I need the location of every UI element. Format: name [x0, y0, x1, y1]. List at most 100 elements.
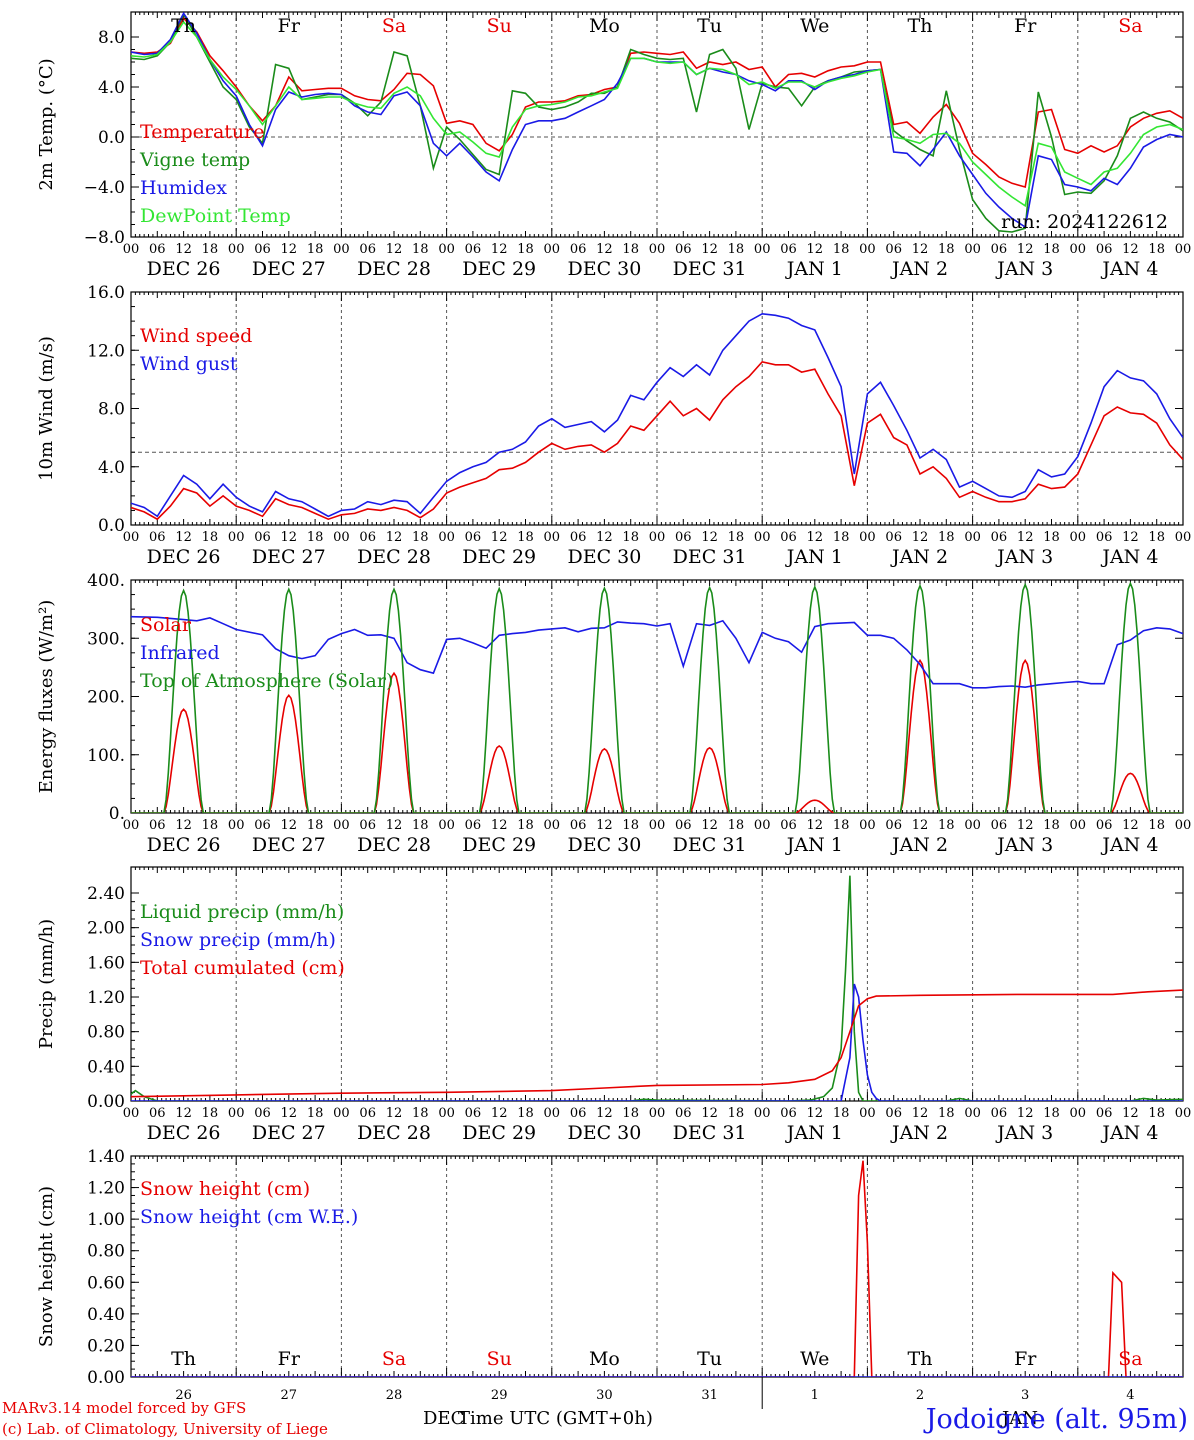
hour-tick-label: 06: [885, 530, 902, 545]
hour-tick-label: 18: [622, 242, 639, 257]
hour-tick-label: 12: [912, 818, 929, 833]
series-group: [131, 312, 1183, 521]
weekday-label: Su: [487, 1348, 512, 1370]
hour-tick-label: 00: [544, 530, 561, 545]
weekday-label: Sa: [382, 15, 406, 37]
panel-3: 400. 300. 200. 100. 0. Energy fluxes (W/m²) So…: [36, 571, 1191, 856]
weekday-label: Su: [487, 15, 512, 37]
y-tick-label: 0.40: [87, 1057, 125, 1077]
hour-tick-label: 12: [596, 530, 613, 545]
date-label: DEC 28: [357, 258, 431, 280]
hour-tick-label: 06: [359, 242, 376, 257]
hour-tick-label: 06: [465, 1106, 482, 1121]
hour-tick-label: 12: [807, 242, 824, 257]
weekday-label: Fr: [1014, 1348, 1037, 1370]
hour-tick-label: 18: [1148, 242, 1165, 257]
legend-entry: Humidex: [140, 177, 227, 199]
y-tick-label: 100.: [87, 746, 125, 766]
y-axis-label: Snow height (cm): [36, 1186, 57, 1347]
legend-entry: Snow height (cm): [140, 1178, 310, 1200]
hour-tick-label: 18: [622, 530, 639, 545]
hour-tick-label: 00: [754, 818, 771, 833]
day-number-label: 1: [811, 1388, 819, 1403]
hour-tick-label: 12: [491, 242, 508, 257]
date-label: JAN 4: [1100, 258, 1158, 280]
hour-tick-label: 06: [254, 242, 271, 257]
y-tick-label: 400.: [87, 571, 125, 591]
hour-tick-label: 06: [149, 818, 166, 833]
y-axis-label: Energy fluxes (W/m²): [36, 600, 57, 794]
hour-tick-label: 12: [1122, 818, 1139, 833]
y-tick-label: 0.00: [87, 1092, 125, 1112]
date-label: DEC 31: [673, 1122, 747, 1144]
y-tick-label: 0.80: [87, 1242, 125, 1262]
hour-tick-label: 06: [254, 1106, 271, 1121]
weekday-label: Sa: [1118, 1348, 1142, 1370]
hour-tick-label: 06: [359, 818, 376, 833]
x-axis-prefix: DEC: [423, 1408, 464, 1429]
hour-tick-label: 12: [386, 818, 403, 833]
hour-tick-label: 00: [123, 242, 140, 257]
series-line-liquid-precip-mm-h-: [131, 875, 1183, 1101]
hour-tick-label: 18: [307, 1106, 324, 1121]
weekday-label: Fr: [278, 1348, 301, 1370]
y-tick-label: 8.0: [98, 28, 125, 48]
hour-tick-label: 00: [228, 1106, 245, 1121]
date-label: DEC 29: [462, 1122, 536, 1144]
legend-entry: Wind gust: [140, 353, 238, 375]
date-label: DEC 29: [462, 546, 536, 568]
hour-tick-label: 18: [1148, 530, 1165, 545]
day-number-label: 29: [491, 1388, 508, 1403]
hour-tick-label: 06: [359, 530, 376, 545]
date-label: DEC 31: [673, 834, 747, 856]
hour-tick-label: 12: [281, 1106, 298, 1121]
y-tick-label: 0.40: [87, 1305, 125, 1325]
y-tick-label: 1.60: [87, 953, 125, 973]
hour-tick-label: 18: [833, 1106, 850, 1121]
weekday-label: Fr: [1014, 15, 1037, 37]
hour-tick-label: 00: [754, 530, 771, 545]
date-label: JAN 4: [1100, 546, 1158, 568]
series-line-infrared: [131, 615, 1183, 689]
hour-tick-label: 00: [1175, 242, 1192, 257]
hour-tick-label: 12: [912, 1106, 929, 1121]
date-label: DEC 30: [567, 258, 641, 280]
hour-tick-label: 18: [728, 530, 745, 545]
hour-tick-label: 12: [175, 1106, 192, 1121]
hour-tick-label: 06: [885, 1106, 902, 1121]
hour-tick-label: 00: [859, 530, 876, 545]
hour-tick-label: 00: [1070, 530, 1087, 545]
date-label: DEC 27: [252, 1122, 326, 1144]
legend-entry: Infrared: [140, 642, 220, 664]
hour-tick-label: 12: [912, 242, 929, 257]
hour-tick-label: 06: [991, 1106, 1008, 1121]
date-label: DEC 30: [567, 1122, 641, 1144]
legend-entry: Vigne temp: [139, 149, 250, 171]
hour-tick-label: 12: [386, 530, 403, 545]
hour-tick-label: 12: [1122, 1106, 1139, 1121]
hour-tick-label: 06: [570, 818, 587, 833]
panel-1: 8.0 4.0 0.0 −4.0 −8.0 2m Temp. (°C) Temperatur…: [36, 11, 1192, 280]
y-tick-label: 0.0: [98, 516, 125, 536]
hour-tick-label: 00: [228, 530, 245, 545]
hour-tick-label: 12: [1122, 530, 1139, 545]
date-label: JAN 2: [890, 1122, 948, 1144]
weekday-label: Th: [171, 15, 196, 37]
date-label: JAN 2: [890, 258, 948, 280]
hour-tick-label: 18: [833, 242, 850, 257]
hour-tick-label: 18: [307, 530, 324, 545]
date-label: JAN 1: [785, 258, 843, 280]
legend-entry: Snow height (cm W.E.): [140, 1206, 358, 1228]
hour-tick-label: 00: [1175, 1106, 1192, 1121]
y-tick-label: 0.60: [87, 1273, 125, 1293]
series-line-wind-speed: [131, 361, 1183, 521]
hour-tick-label: 18: [517, 818, 534, 833]
hour-tick-label: 18: [1043, 1106, 1060, 1121]
day-number-label: 26: [175, 1388, 192, 1403]
date-label: DEC 29: [462, 258, 536, 280]
date-label: DEC 28: [357, 546, 431, 568]
hour-tick-label: 12: [701, 242, 718, 257]
hour-tick-label: 12: [596, 242, 613, 257]
hour-tick-label: 00: [438, 1106, 455, 1121]
panel-2: 16.0 12.0 8.0 4.0 0.0 10m Wind (m/s) Wind spee…: [36, 283, 1191, 568]
